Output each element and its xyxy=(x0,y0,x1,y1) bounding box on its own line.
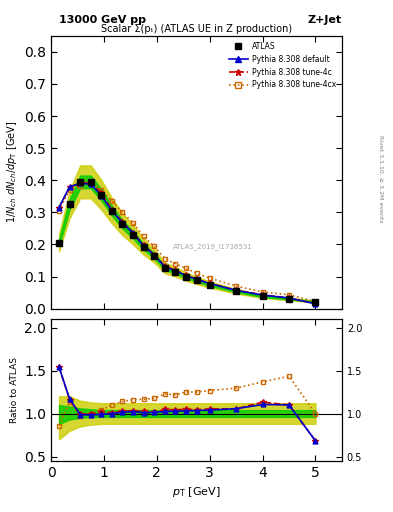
Pythia 8.308 default xyxy=(57,204,61,210)
Pythia 8.308 tune-4cx xyxy=(313,298,318,305)
Pythia 8.308 tune-4cx xyxy=(260,289,265,295)
Pythia 8.308 tune-4c xyxy=(57,204,61,210)
Text: Z+Jet: Z+Jet xyxy=(308,15,342,25)
Line: Pythia 8.308 tune-4c: Pythia 8.308 tune-4c xyxy=(56,180,318,307)
Pythia 8.308 tune-4cx xyxy=(67,187,72,193)
Pythia 8.308 tune-4c xyxy=(208,280,212,286)
Pythia 8.308 tune-4cx xyxy=(110,198,114,204)
Pythia 8.308 default xyxy=(208,281,212,287)
Pythia 8.308 tune-4cx xyxy=(99,186,104,193)
Pythia 8.308 tune-4c xyxy=(131,229,136,236)
Pythia 8.308 tune-4cx xyxy=(88,179,93,185)
Pythia 8.308 tune-4c xyxy=(234,287,239,293)
Pythia 8.308 tune-4c xyxy=(78,180,83,186)
Pythia 8.308 tune-4c xyxy=(286,295,291,301)
Pythia 8.308 default xyxy=(152,252,156,258)
Pythia 8.308 tune-4cx xyxy=(78,183,83,189)
Pythia 8.308 tune-4c xyxy=(260,292,265,298)
Pythia 8.308 default xyxy=(313,301,318,307)
Text: ATLAS_2019_I1736531: ATLAS_2019_I1736531 xyxy=(173,244,253,250)
Pythia 8.308 tune-4cx xyxy=(194,270,199,276)
Text: 13000 GeV pp: 13000 GeV pp xyxy=(59,15,146,25)
Pythia 8.308 tune-4cx xyxy=(234,283,239,289)
Pythia 8.308 default xyxy=(286,295,291,301)
Pythia 8.308 default xyxy=(173,268,178,274)
Pythia 8.308 tune-4c xyxy=(110,207,114,213)
Pythia 8.308 tune-4cx xyxy=(152,243,156,249)
Pythia 8.308 default xyxy=(78,180,83,186)
Line: Pythia 8.308 default: Pythia 8.308 default xyxy=(57,181,318,306)
Pythia 8.308 tune-4c xyxy=(162,263,167,269)
Pythia 8.308 tune-4cx xyxy=(57,208,61,214)
Pythia 8.308 default xyxy=(110,208,114,214)
Pythia 8.308 tune-4cx xyxy=(141,233,146,240)
Pythia 8.308 tune-4cx xyxy=(173,261,178,267)
Pythia 8.308 default xyxy=(234,287,239,293)
Pythia 8.308 tune-4cx xyxy=(286,292,291,298)
Pythia 8.308 tune-4c xyxy=(120,219,125,225)
Y-axis label: Ratio to ATLAS: Ratio to ATLAS xyxy=(10,357,19,423)
Pythia 8.308 tune-4cx xyxy=(184,265,188,271)
Pythia 8.308 tune-4c xyxy=(194,276,199,282)
Pythia 8.308 tune-4cx xyxy=(162,255,167,262)
Pythia 8.308 tune-4cx xyxy=(120,209,125,216)
Y-axis label: $1/N_{ch}\ dN_{ch}/dp_\mathrm{T}$ [GeV]: $1/N_{ch}\ dN_{ch}/dp_\mathrm{T}$ [GeV] xyxy=(5,121,19,223)
X-axis label: $p_\mathrm{T}$ [GeV]: $p_\mathrm{T}$ [GeV] xyxy=(172,485,221,499)
Pythia 8.308 default xyxy=(194,276,199,283)
Pythia 8.308 default xyxy=(67,184,72,190)
Pythia 8.308 default xyxy=(184,272,188,279)
Pythia 8.308 default xyxy=(88,181,93,187)
Pythia 8.308 tune-4cx xyxy=(208,275,212,281)
Pythia 8.308 default xyxy=(120,220,125,226)
Legend: ATLAS, Pythia 8.308 default, Pythia 8.308 tune-4c, Pythia 8.308 tune-4cx: ATLAS, Pythia 8.308 default, Pythia 8.30… xyxy=(226,39,338,92)
Pythia 8.308 tune-4cx xyxy=(131,220,136,226)
Pythia 8.308 tune-4c xyxy=(152,251,156,258)
Pythia 8.308 tune-4c xyxy=(99,190,104,196)
Pythia 8.308 tune-4c xyxy=(67,184,72,190)
Pythia 8.308 tune-4c xyxy=(313,301,318,307)
Pythia 8.308 tune-4c xyxy=(173,267,178,273)
Line: Pythia 8.308 tune-4cx: Pythia 8.308 tune-4cx xyxy=(57,179,318,304)
Pythia 8.308 tune-4c xyxy=(184,272,188,278)
Title: Scalar Σ(pₜ) (ATLAS UE in Z production): Scalar Σ(pₜ) (ATLAS UE in Z production) xyxy=(101,24,292,34)
Text: Rivet 3.1.10, ≥ 3.2M events: Rivet 3.1.10, ≥ 3.2M events xyxy=(379,135,384,223)
Pythia 8.308 tune-4c xyxy=(141,242,146,248)
Pythia 8.308 default xyxy=(162,264,167,270)
Pythia 8.308 tune-4c xyxy=(88,179,93,185)
Pythia 8.308 default xyxy=(141,243,146,249)
Pythia 8.308 default xyxy=(131,230,136,236)
Pythia 8.308 default xyxy=(260,292,265,298)
Pythia 8.308 default xyxy=(99,193,104,199)
